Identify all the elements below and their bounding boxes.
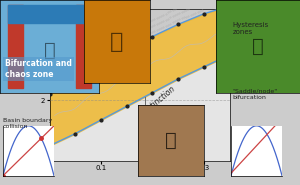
Y-axis label: r: r <box>29 83 39 87</box>
Text: 🕷: 🕷 <box>165 131 177 150</box>
Text: Extinction: Extinction <box>142 84 178 116</box>
Text: 🐜: 🐜 <box>44 41 56 60</box>
Text: Basin boundary
collision: Basin boundary collision <box>3 118 52 129</box>
Bar <box>8 5 91 23</box>
Bar <box>8 5 23 88</box>
Text: Bifurcation and
chaos zone: Bifurcation and chaos zone <box>5 59 72 79</box>
Text: 🦗: 🦗 <box>252 37 264 56</box>
Bar <box>76 5 91 88</box>
Text: "Saddle/node"
bifurcation: "Saddle/node" bifurcation <box>232 89 278 100</box>
Text: Extinction: Extinction <box>83 9 118 40</box>
Text: 🐛: 🐛 <box>110 32 124 52</box>
Text: Hysteresis
zones: Hysteresis zones <box>232 22 269 35</box>
